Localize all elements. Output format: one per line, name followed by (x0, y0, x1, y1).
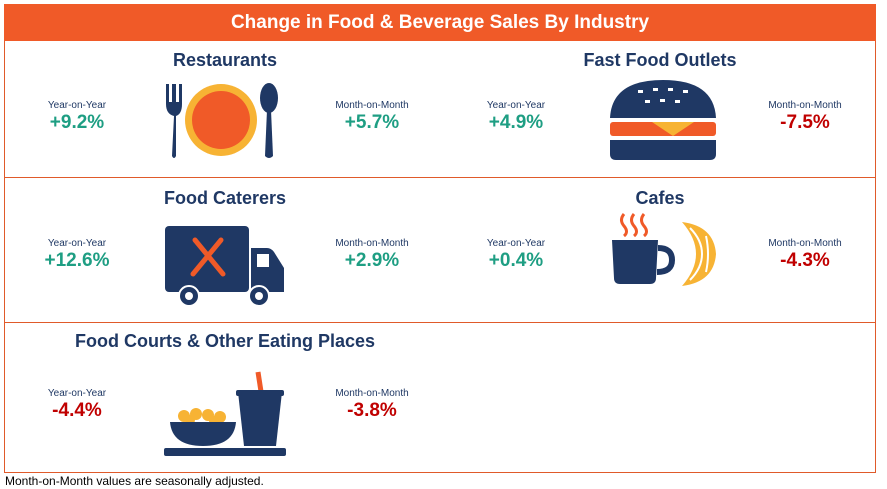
yoy-value: +12.6% (44, 250, 110, 271)
panel-title: Food Caterers (163, 188, 287, 208)
yoy-label: Year-on-Year (47, 238, 107, 249)
delivery-van-icon (165, 226, 284, 306)
mom-label: Month-on-Month (768, 238, 842, 249)
yoy-metric: Year-on-Year +0.4% (487, 238, 545, 272)
row-divider-1 (4, 177, 876, 178)
mom-metric: Month-on-Month +5.7% (335, 100, 408, 134)
panel-title: Fast Food Outlets (583, 50, 737, 70)
mom-metric: Month-on-Month -7.5% (768, 100, 841, 134)
yoy-metric: Year-on-Year +9.2% (48, 100, 106, 134)
mom-label: Month-on-Month (768, 100, 842, 111)
chart-title: Change in Food & Beverage Sales By Indus… (4, 4, 876, 41)
plate-cutlery-icon (166, 83, 278, 158)
yoy-value: +9.2% (49, 112, 105, 133)
mom-value: +5.7% (344, 112, 400, 133)
yoy-label: Year-on-Year (486, 100, 546, 111)
mom-metric: Month-on-Month -3.8% (335, 388, 408, 422)
panel-title: Restaurants (172, 50, 278, 70)
mom-label: Month-on-Month (335, 100, 409, 111)
yoy-label: Year-on-Year (47, 388, 107, 399)
burger-icon (610, 80, 716, 160)
mom-value: +2.9% (344, 250, 400, 271)
chart-frame (4, 4, 876, 473)
food-tray-icon (164, 371, 286, 456)
mom-metric: Month-on-Month +2.9% (335, 238, 408, 272)
yoy-label: Year-on-Year (486, 238, 546, 249)
yoy-label: Year-on-Year (47, 100, 107, 111)
mom-value: -7.5% (780, 112, 830, 133)
coffee-croissant-icon (612, 213, 716, 286)
yoy-metric: Year-on-Year +4.9% (487, 100, 545, 134)
yoy-value: +4.9% (488, 112, 544, 133)
row-divider-2 (4, 322, 876, 323)
mom-value: -4.3% (780, 250, 830, 271)
yoy-value: -4.4% (52, 400, 102, 421)
panel-title: Cafes (635, 188, 685, 208)
footnote: Month-on-Month values are seasonally adj… (5, 474, 264, 488)
yoy-value: +0.4% (488, 250, 544, 271)
panel-title: Food Courts & Other Eating Places (74, 331, 376, 351)
mom-metric: Month-on-Month -4.3% (768, 238, 841, 272)
yoy-metric: Year-on-Year +12.6% (45, 238, 110, 272)
mom-label: Month-on-Month (335, 238, 409, 249)
yoy-metric: Year-on-Year -4.4% (48, 388, 106, 422)
mom-label: Month-on-Month (335, 388, 409, 399)
mom-value: -3.8% (347, 400, 397, 421)
